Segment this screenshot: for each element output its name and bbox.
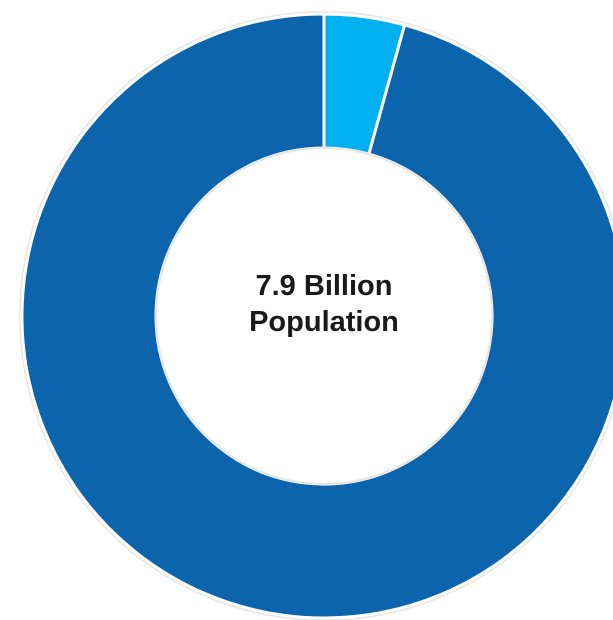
center-label: 7.9 Billion Population — [206, 268, 442, 340]
center-label-line1: 7.9 Billion — [255, 270, 393, 302]
donut-hole — [155, 147, 493, 485]
center-label-line2: Population — [249, 306, 399, 338]
donut-outer-ring-shadow — [19, 11, 613, 620]
